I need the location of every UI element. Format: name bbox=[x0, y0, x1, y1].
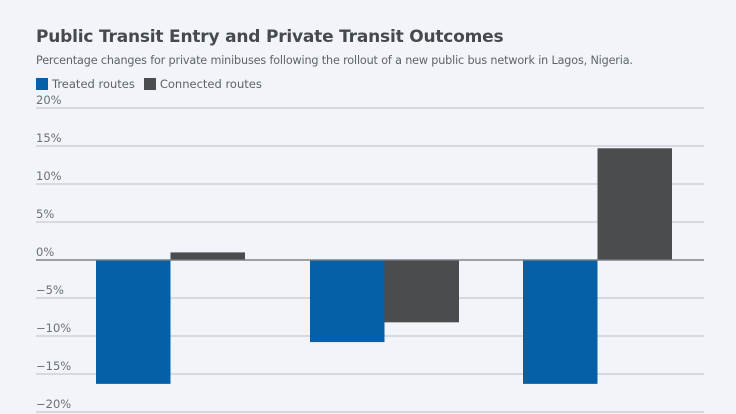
bar-connected-2 bbox=[384, 260, 459, 323]
y-tick-label: −20% bbox=[36, 397, 71, 411]
bar-treated-2 bbox=[310, 260, 385, 343]
chart-subtitle: Percentage changes for private minibuses… bbox=[36, 54, 633, 67]
y-tick-label: −5% bbox=[36, 283, 64, 297]
legend-item-treated: Treated routes bbox=[36, 77, 135, 91]
bar-connected-3 bbox=[597, 148, 672, 260]
y-tick-label: 5% bbox=[36, 207, 54, 221]
legend-swatch-treated bbox=[36, 78, 48, 90]
y-tick-label: 20% bbox=[36, 93, 62, 107]
legend-label-treated: Treated routes bbox=[52, 77, 135, 91]
legend-item-connected: Connected routes bbox=[143, 77, 262, 91]
legend-label-connected: Connected routes bbox=[159, 77, 262, 91]
legend-swatch-connected bbox=[143, 78, 156, 90]
y-tick-label: −10% bbox=[36, 321, 71, 335]
y-tick-label: 10% bbox=[36, 169, 62, 183]
y-tick-label: −15% bbox=[36, 359, 71, 373]
y-tick-label: 15% bbox=[36, 131, 62, 145]
chart-title: Public Transit Entry and Private Transit… bbox=[36, 27, 504, 47]
bar-treated-1 bbox=[96, 260, 171, 384]
legend: Treated routes Connected routes bbox=[36, 77, 271, 91]
y-tick-label: 0% bbox=[36, 245, 54, 259]
bar-connected-1 bbox=[170, 252, 245, 260]
bar-treated-3 bbox=[523, 260, 598, 384]
